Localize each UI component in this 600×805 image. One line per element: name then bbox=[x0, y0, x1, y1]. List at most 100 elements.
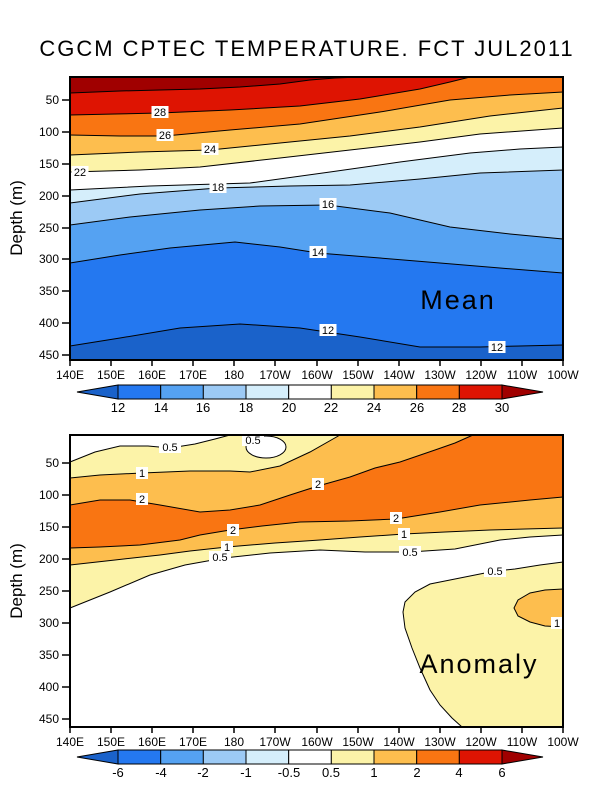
svg-text:1: 1 bbox=[554, 618, 560, 630]
svg-text:24: 24 bbox=[367, 400, 381, 415]
svg-text:28: 28 bbox=[452, 400, 466, 415]
svg-text:140E: 140E bbox=[56, 735, 84, 749]
contour-label: 0.5 bbox=[209, 551, 231, 564]
colorbar-box bbox=[160, 749, 204, 765]
svg-text:22: 22 bbox=[74, 167, 86, 179]
contour-label: 0.5 bbox=[242, 434, 264, 447]
mean-y-axis-label: Depth (m) bbox=[7, 180, 26, 256]
svg-text:12: 12 bbox=[491, 342, 503, 354]
svg-text:100: 100 bbox=[39, 488, 59, 502]
contour-label: 14 bbox=[309, 246, 327, 259]
contour-line-0p5-lower bbox=[69, 534, 564, 609]
svg-text:140W: 140W bbox=[383, 735, 415, 749]
contour-label: 12 bbox=[488, 341, 506, 354]
svg-text:120W: 120W bbox=[465, 368, 497, 382]
svg-text:300: 300 bbox=[39, 616, 59, 630]
contour-label: 28 bbox=[151, 106, 169, 119]
svg-text:20: 20 bbox=[282, 400, 296, 415]
contour-line-20 bbox=[69, 146, 564, 191]
svg-text:200: 200 bbox=[39, 189, 59, 203]
svg-text:150E: 150E bbox=[97, 735, 125, 749]
mean-y-tick-labels: 50 100 150 200 250 300 350 400 450 bbox=[39, 93, 59, 362]
svg-text:250: 250 bbox=[39, 221, 59, 235]
colorbar-box bbox=[288, 384, 332, 400]
svg-text:160W: 160W bbox=[301, 735, 333, 749]
colorbar-box bbox=[202, 384, 247, 400]
svg-text:28: 28 bbox=[154, 107, 166, 119]
svg-text:170W: 170W bbox=[259, 368, 291, 382]
svg-text:1: 1 bbox=[139, 468, 145, 480]
svg-text:450: 450 bbox=[39, 712, 59, 726]
colorbar-box bbox=[288, 749, 332, 765]
anomaly-colorbar: -6 -4 -2 -1 -0.5 0.5 1 2 4 6 bbox=[76, 749, 544, 780]
contour-line-1-lower bbox=[69, 527, 564, 566]
colorbar-box bbox=[458, 384, 503, 400]
mean-contour-labels: 28 26 24 22 18 16 14 12 12 bbox=[71, 106, 506, 354]
contour-label: 0.5 bbox=[484, 565, 506, 578]
svg-text:0.5: 0.5 bbox=[162, 442, 177, 454]
contour-label: 18 bbox=[209, 181, 227, 194]
svg-text:160E: 160E bbox=[138, 368, 166, 382]
svg-text:1: 1 bbox=[224, 542, 230, 554]
svg-text:-2: -2 bbox=[197, 765, 209, 780]
contour-label: 22 bbox=[71, 166, 89, 179]
svg-text:4: 4 bbox=[455, 765, 462, 780]
svg-text:150E: 150E bbox=[97, 368, 125, 382]
mean-panel: 28 26 24 22 18 16 14 12 12 Mean 50 100 1… bbox=[7, 76, 579, 382]
colorbar-box bbox=[330, 749, 375, 765]
svg-text:100W: 100W bbox=[547, 368, 579, 382]
contour-label: 1 bbox=[136, 467, 148, 480]
svg-text:50: 50 bbox=[46, 456, 60, 470]
anomaly-y-tick-labels: 50 100 150 200 250 300 350 400 450 bbox=[39, 456, 59, 726]
mean-left-ticks bbox=[62, 99, 70, 356]
mean-bottom-ticks bbox=[69, 360, 564, 366]
svg-text:12: 12 bbox=[322, 325, 334, 337]
anomaly-contour-labels: 0.5 0.5 1 2 2 1 0.5 2 2 1 0.5 0.5 1 bbox=[136, 434, 563, 630]
colorbar-box bbox=[373, 384, 418, 400]
svg-text:-0.5: -0.5 bbox=[278, 765, 300, 780]
svg-text:0.5: 0.5 bbox=[245, 435, 260, 447]
svg-text:-4: -4 bbox=[155, 765, 167, 780]
svg-text:1: 1 bbox=[370, 765, 377, 780]
svg-text:160W: 160W bbox=[301, 368, 333, 382]
contour-label: 2 bbox=[227, 524, 239, 537]
svg-text:18: 18 bbox=[239, 400, 253, 415]
svg-text:12: 12 bbox=[111, 400, 125, 415]
svg-text:6: 6 bbox=[498, 765, 505, 780]
svg-text:22: 22 bbox=[324, 400, 338, 415]
colorbar-box bbox=[416, 749, 460, 765]
svg-text:100: 100 bbox=[39, 125, 59, 139]
mean-panel-label: Mean bbox=[420, 285, 496, 315]
anomaly-band-1-2-southeast-blob bbox=[514, 589, 563, 627]
svg-text:160E: 160E bbox=[138, 735, 166, 749]
colorbar-box bbox=[330, 384, 375, 400]
contour-line-24 bbox=[69, 107, 564, 156]
contour-label: 0.5 bbox=[399, 546, 421, 559]
contour-label: 2 bbox=[136, 493, 148, 506]
svg-text:300: 300 bbox=[39, 252, 59, 266]
svg-text:120W: 120W bbox=[465, 735, 497, 749]
anomaly-x-tick-labels: 140E 150E 160E 170E 180 170W 160W 150W 1… bbox=[56, 735, 579, 749]
svg-text:26: 26 bbox=[410, 400, 424, 415]
contour-line-30 bbox=[69, 76, 361, 94]
svg-text:400: 400 bbox=[39, 680, 59, 694]
svg-text:170E: 170E bbox=[179, 368, 207, 382]
mean-x-tick-labels: 140E 150E 160E 170E 180 170W 160W 150W 1… bbox=[56, 368, 579, 382]
contour-label: 12 bbox=[319, 324, 337, 337]
contour-line-22 bbox=[69, 127, 564, 173]
svg-text:2: 2 bbox=[315, 479, 321, 491]
svg-text:0.5: 0.5 bbox=[322, 765, 340, 780]
svg-text:30: 30 bbox=[495, 400, 509, 415]
contour-label: 2 bbox=[390, 512, 402, 525]
contour-label: 24 bbox=[201, 143, 219, 156]
colorbar-box bbox=[245, 384, 290, 400]
svg-text:110W: 110W bbox=[507, 735, 538, 749]
svg-text:2: 2 bbox=[393, 513, 399, 525]
svg-text:140E: 140E bbox=[56, 368, 84, 382]
colorbar-box bbox=[117, 384, 162, 400]
svg-text:170W: 170W bbox=[259, 735, 291, 749]
svg-text:400: 400 bbox=[39, 316, 59, 330]
svg-text:150: 150 bbox=[39, 157, 59, 171]
